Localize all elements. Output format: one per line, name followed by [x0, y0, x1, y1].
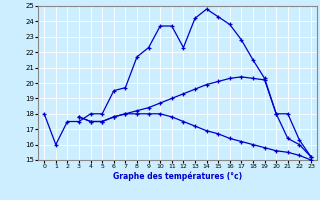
X-axis label: Graphe des températures (°c): Graphe des températures (°c)	[113, 172, 242, 181]
